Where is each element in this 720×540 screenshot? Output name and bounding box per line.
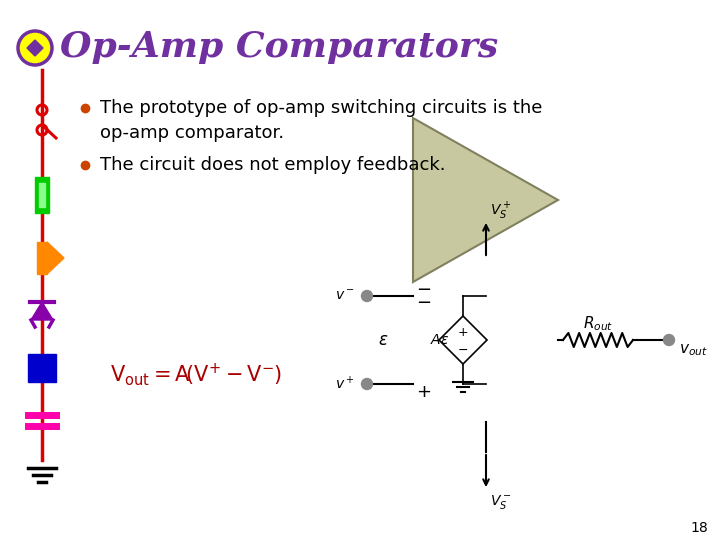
Circle shape — [664, 334, 675, 346]
Text: $A\varepsilon$: $A\varepsilon$ — [431, 333, 449, 347]
Polygon shape — [31, 302, 53, 320]
Circle shape — [18, 31, 52, 65]
Text: $V_S^-$: $V_S^-$ — [490, 493, 511, 511]
Circle shape — [361, 379, 372, 389]
Text: $\mathrm{V_{out} = A\!\left(V^{+} - V^{-}\right)}$: $\mathrm{V_{out} = A\!\left(V^{+} - V^{-… — [110, 362, 282, 388]
Text: $-$: $-$ — [416, 292, 431, 310]
Text: The prototype of op-amp switching circuits is the: The prototype of op-amp switching circui… — [100, 99, 542, 117]
Text: $V_S^+$: $V_S^+$ — [490, 201, 511, 222]
Text: $\varepsilon$: $\varepsilon$ — [378, 331, 388, 349]
Text: $+$: $+$ — [457, 326, 469, 339]
Circle shape — [361, 291, 372, 301]
Bar — [35, 177, 49, 213]
Text: $+$: $+$ — [416, 383, 431, 401]
Text: $v_{out}$: $v_{out}$ — [679, 342, 708, 358]
Text: $R_{out}$: $R_{out}$ — [582, 315, 613, 333]
Polygon shape — [47, 242, 64, 274]
Polygon shape — [413, 118, 558, 282]
Bar — [28, 354, 56, 382]
Text: $-$: $-$ — [457, 342, 469, 355]
Text: $v^+$: $v^+$ — [336, 375, 355, 393]
Text: Op-Amp Comparators: Op-Amp Comparators — [60, 30, 498, 64]
Text: $v^-$: $v^-$ — [335, 289, 355, 303]
Bar — [39, 183, 45, 207]
Polygon shape — [439, 316, 487, 364]
Bar — [37, 242, 47, 274]
Polygon shape — [27, 40, 43, 56]
Text: The circuit does not employ feedback.: The circuit does not employ feedback. — [100, 156, 446, 174]
Text: op-amp comparator.: op-amp comparator. — [100, 124, 284, 142]
Text: 18: 18 — [690, 521, 708, 535]
Text: $-$: $-$ — [416, 279, 431, 297]
